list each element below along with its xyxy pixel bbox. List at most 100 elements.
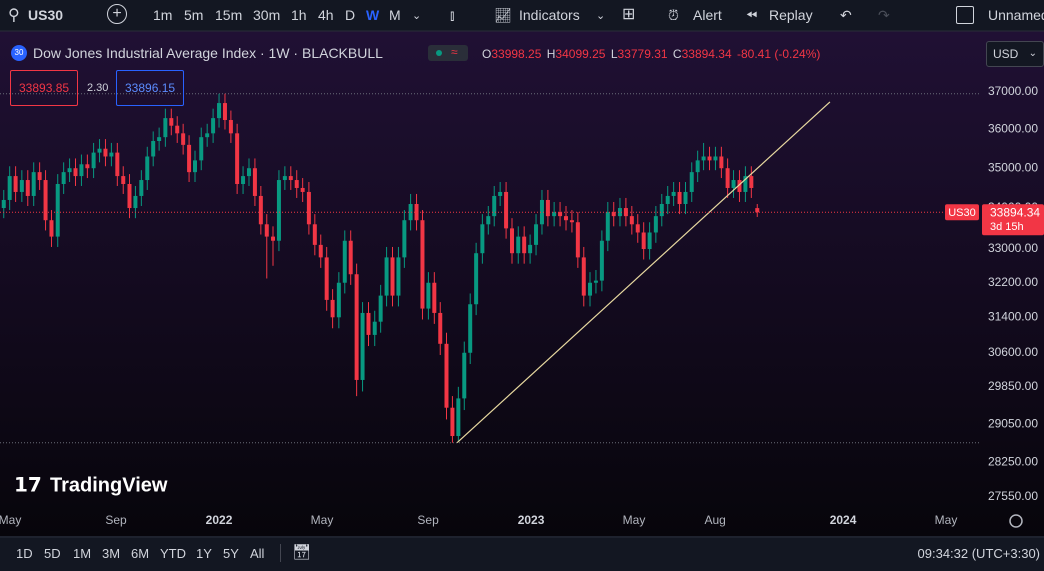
undo[interactable]: ↶ [840,7,852,23]
settings-icon[interactable] [1009,514,1023,528]
y-tick-label: 37000.00 [988,84,1038,98]
candle-body [336,282,341,318]
range[interactable]: 5Y [223,546,239,561]
interval-active[interactable]: W [366,7,380,23]
range[interactable]: All [250,546,265,561]
candle-body [402,220,407,258]
y-tick-label: 32200.00 [988,275,1038,289]
price-tag-label: 33894.34 [990,205,1040,219]
replay-icon[interactable]: ⏪︎ [746,7,758,23]
sell-button[interactable]: 33893.85 [10,70,79,106]
candle-body [635,224,640,233]
symbol-tag [945,204,979,221]
range[interactable]: YTD [160,546,186,561]
y-tick-label: 27550.00 [988,489,1038,503]
candle-body [19,180,24,192]
candle-body [588,282,593,296]
range[interactable]: 5D [44,546,61,561]
candle-body [264,224,269,237]
add-symbol[interactable]: + [107,4,127,24]
interval[interactable]: 1h [291,7,307,23]
range[interactable]: 3M [102,546,121,561]
clock[interactable]: 09:34:32 (UTC+3:30) [917,546,1040,561]
candle-body [462,352,467,399]
candle-body [366,312,371,335]
range[interactable]: 1Y [196,546,212,561]
candle-body [629,216,634,225]
indicators-menu[interactable]: ⌄ [596,10,606,22]
layout-name[interactable]: Unnamed [988,7,1044,23]
candle-body [701,156,706,161]
buy-button[interactable]: 33896.15 [116,70,185,106]
range[interactable]: 6M [131,546,150,561]
candle-body [288,176,293,181]
interval[interactable]: 15m [215,7,243,23]
candle-body [271,236,276,241]
x-tick-label: May [311,513,334,527]
candle-body [480,224,485,254]
candle-body [671,191,676,196]
candle-body [426,282,431,309]
low-value: 33779.31 [617,47,668,61]
range[interactable]: 1M [73,546,92,561]
candle-body [7,176,12,200]
candle-body [719,156,724,169]
candle-body [235,133,240,184]
candle-body [49,220,54,237]
layout-icon[interactable] [956,6,974,24]
symbol-title[interactable]: Dow Jones Industrial Average Index · 1W … [33,45,383,61]
candle-body [420,220,425,309]
candle-body [731,180,736,188]
replay[interactable]: Replay [769,7,813,23]
interval-menu[interactable]: ⌄ [412,10,422,22]
candle-body [569,220,574,223]
candle-body [187,144,192,173]
candle-body [252,168,257,196]
x-tick-label: May [623,513,646,527]
candle-body [695,160,700,173]
candle-body [743,176,748,192]
candle-body [444,343,449,408]
interval[interactable]: M [389,7,401,23]
candle-body [157,137,162,142]
candle-body [61,172,66,184]
currency-select[interactable]: USD ⌄ [986,41,1044,67]
symbol-badge: 30 [11,45,27,61]
candle-body [211,118,216,134]
candle-body [516,236,521,254]
candle-body [103,148,108,157]
templates[interactable]: ⊞ [622,6,636,23]
currency-menu: ⌄ [1028,48,1037,59]
candle-body [276,180,281,241]
candle-body [528,244,533,254]
indicators-icon[interactable]: 📈︎ [494,7,512,23]
candle-body [545,199,550,217]
indicators[interactable]: Indicators [519,7,580,23]
candle-body [749,176,754,188]
range[interactable]: 1D [16,546,33,561]
candle-body [133,195,138,209]
symbol[interactable]: US30 [28,7,64,23]
candle-body [617,208,622,217]
high-key: H [546,47,556,61]
candle-body [438,312,443,344]
alert[interactable]: Alert [693,7,722,23]
candle-body [623,208,628,217]
interval[interactable]: 1m [153,7,173,23]
alert-icon[interactable]: ⏰︎ [668,7,679,23]
x-tick-label: May [0,513,21,527]
interval[interactable]: 5m [184,7,204,23]
interval[interactable]: 30m [253,7,281,23]
chart-type[interactable]: ⫾ [450,7,455,23]
search-icon[interactable]: ⚲ [8,7,20,24]
open-value: 33998.25 [491,47,542,61]
redo: ↷ [878,7,890,23]
go-to-date[interactable]: 📅︎ [292,544,312,561]
interval[interactable]: D [345,7,356,23]
candle-body [31,172,36,196]
currency: USD [993,47,1019,61]
candle-body [217,103,222,119]
interval[interactable]: 4h [318,7,334,23]
candle-body [175,125,180,134]
